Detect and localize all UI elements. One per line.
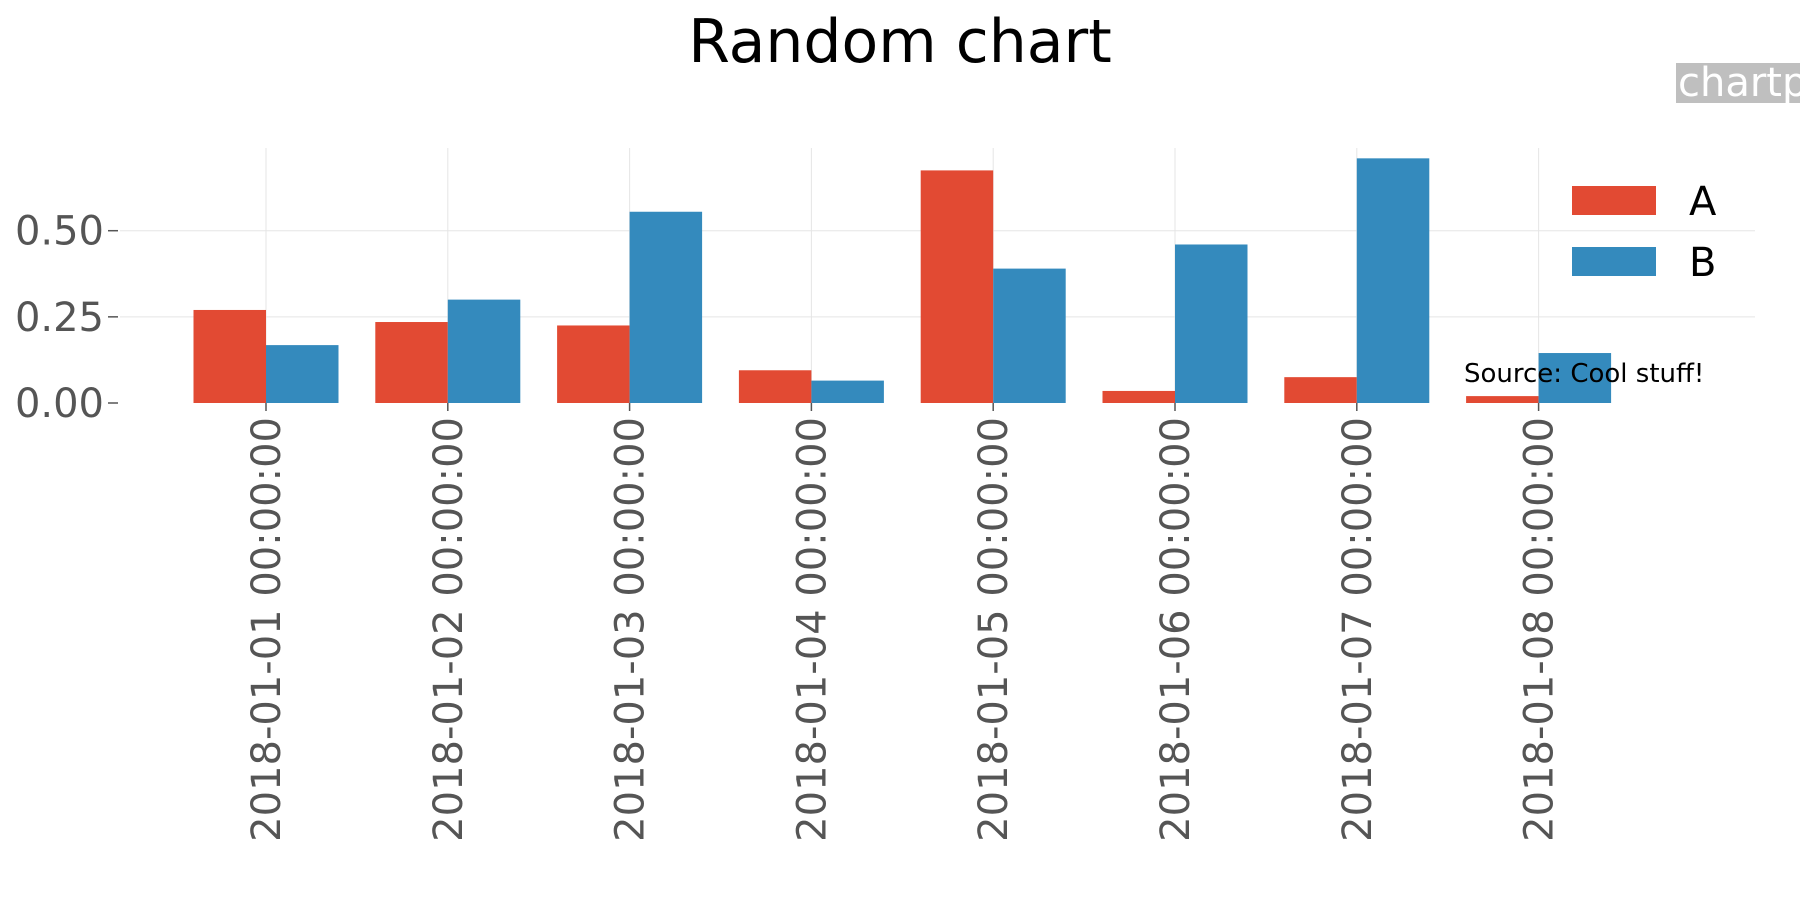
bar-b — [1538, 353, 1612, 403]
bar-b — [811, 380, 884, 403]
y-tick-label: 0.50 — [15, 209, 104, 255]
x-tick-label: 2018-01-08 00:00:00 — [1517, 417, 1563, 842]
bar-a — [1102, 390, 1175, 403]
bar-a — [375, 322, 448, 403]
bar-b — [1356, 158, 1430, 403]
x-tick-label: 2018-01-04 00:00:00 — [789, 417, 835, 842]
watermark-text: chartpy — [1678, 60, 1800, 106]
bar-a — [738, 370, 812, 403]
bar-a — [1284, 377, 1357, 403]
y-axis-ticks: 0.00 0.25 0.50 — [15, 209, 118, 427]
legend: AB — [1572, 179, 1717, 286]
x-tick-label: 2018-01-07 00:00:00 — [1335, 417, 1381, 842]
x-axis-ticks: 2018-01-01 00:00:00 2018-01-02 00:00:00 20… — [244, 403, 1563, 842]
watermark-background — [1676, 63, 1800, 103]
bar-a — [920, 170, 994, 403]
x-tick-label: 2018-01-02 00:00:00 — [426, 417, 472, 842]
bar-a — [1466, 396, 1539, 403]
bar-a — [557, 325, 630, 403]
bars — [193, 158, 1612, 403]
bar-b — [993, 268, 1066, 403]
bar-b — [266, 345, 339, 403]
y-tick-label: 0.00 — [15, 381, 104, 427]
legend-label-b: B — [1689, 240, 1716, 286]
source-annotation: Source: Cool stuff! — [1464, 359, 1704, 389]
x-tick-label: 2018-01-05 00:00:00 — [971, 417, 1017, 842]
x-tick-label: 2018-01-03 00:00:00 — [608, 417, 654, 842]
bar-b — [1175, 244, 1248, 403]
x-tick-label: 2018-01-01 00:00:00 — [244, 417, 290, 842]
watermark: chartpy — [1676, 60, 1800, 106]
bar-b — [629, 211, 703, 403]
legend-label-a: A — [1689, 179, 1717, 225]
x-tick-label: 2018-01-06 00:00:00 — [1153, 417, 1199, 842]
chart-title: Random chart — [688, 7, 1111, 77]
y-tick-label: 0.25 — [15, 295, 104, 341]
bar-a — [193, 309, 266, 403]
bar-b — [447, 299, 521, 403]
legend-swatch-b — [1572, 247, 1656, 276]
legend-swatch-a — [1572, 186, 1656, 215]
